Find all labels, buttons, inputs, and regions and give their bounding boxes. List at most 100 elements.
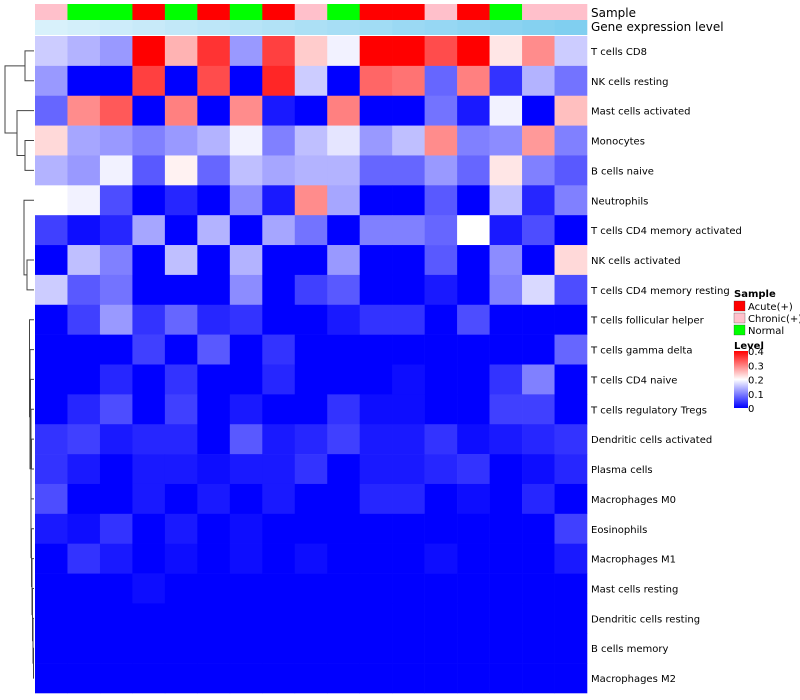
heatmap-cell: [457, 245, 490, 276]
heatmap-cell: [554, 663, 588, 694]
heatmap-cell: [457, 513, 490, 544]
heatmap-cell: [197, 95, 231, 126]
heatmap-cell: [229, 125, 263, 156]
expression-annotation-cell: [132, 20, 166, 35]
heatmap-cell: [229, 663, 263, 694]
row-label: NK cells resting: [591, 77, 668, 88]
heatmap-cell: [99, 155, 133, 186]
heatmap-cell: [327, 394, 361, 425]
heatmap-cell: [67, 603, 101, 634]
heatmap-cell: [164, 663, 198, 694]
heatmap-cell: [424, 364, 458, 395]
heatmap-cell: [229, 454, 263, 485]
heatmap-cell: [99, 573, 133, 604]
heatmap-cell: [522, 125, 555, 156]
heatmap-cell: [327, 513, 361, 544]
heatmap-cell: [392, 304, 425, 335]
heatmap-cell: [392, 95, 425, 126]
heatmap-cell: [262, 454, 296, 485]
heatmap-cell: [229, 633, 263, 664]
heatmap-cell: [229, 483, 263, 515]
heatmap-cell: [489, 95, 523, 126]
heatmap-cell: [554, 36, 588, 67]
heatmap-cell: [489, 633, 523, 664]
sample-annotation-cell: [392, 4, 425, 20]
heatmap-cell: [554, 424, 588, 455]
expression-annotation-cell: [457, 20, 490, 35]
legend-sample-title: Sample: [734, 289, 776, 300]
heatmap-cell: [67, 95, 101, 126]
heatmap-cell: [424, 65, 458, 97]
heatmap-cell: [359, 304, 393, 335]
heatmap-cell: [522, 424, 555, 455]
heatmap-cell: [132, 364, 166, 395]
heatmap-cell: [327, 543, 361, 574]
expression-annotation-cell: [262, 20, 296, 35]
heatmap-cell: [392, 155, 425, 186]
heatmap-cell: [164, 274, 198, 306]
row-label: Plasma cells: [591, 465, 653, 476]
heatmap-cell: [262, 215, 296, 246]
heatmap-cell: [197, 603, 231, 634]
heatmap-cell: [424, 603, 458, 634]
row-label: T cells CD8: [590, 47, 647, 58]
heatmap-cell: [99, 663, 133, 694]
heatmap-cell: [327, 454, 361, 485]
heatmap-cell: [522, 543, 555, 574]
heatmap-cell: [359, 95, 393, 126]
heatmap-cell: [554, 304, 588, 335]
heatmap-cell: [35, 364, 68, 395]
heatmap-cell: [164, 36, 198, 67]
heatmap-cell: [424, 125, 458, 156]
heatmap-cell: [197, 36, 231, 67]
heatmap-cell: [197, 364, 231, 395]
heatmap-cell: [327, 274, 361, 306]
row-label: Monocytes: [591, 137, 645, 148]
heatmap-cell: [457, 215, 490, 246]
heatmap-cell: [522, 185, 555, 216]
heatmap-cell: [67, 274, 101, 306]
heatmap-cell: [99, 603, 133, 634]
heatmap-cell: [457, 543, 490, 574]
heatmap-cell: [197, 65, 231, 97]
row-label: Macrophages M1: [591, 555, 676, 566]
heatmap-cell: [164, 633, 198, 664]
dendrogram-branch: [4, 65, 25, 134]
heatmap-cell: [197, 215, 231, 246]
heatmap-cell: [489, 603, 523, 634]
legend-sample-label: Normal: [748, 326, 784, 337]
heatmap-cell: [489, 454, 523, 485]
sample-annotation-cell: [359, 4, 393, 20]
heatmap-cell: [457, 95, 490, 126]
row-label: Mast cells resting: [591, 584, 678, 595]
heatmap-cell: [294, 364, 328, 395]
heatmap-cell: [132, 424, 166, 455]
heatmap-cell: [262, 424, 296, 455]
sample-annotation-cell: [327, 4, 361, 20]
heatmap-cell: [132, 334, 166, 365]
heatmap-cell: [294, 663, 328, 694]
heatmap-cell: [554, 603, 588, 634]
heatmap-cell: [457, 603, 490, 634]
heatmap-cell: [132, 215, 166, 246]
heatmap-cell: [229, 215, 263, 246]
heatmap-cell: [132, 304, 166, 335]
legend-level-tick: 0.4: [748, 347, 764, 358]
sample-annotation-cell: [197, 4, 231, 20]
heatmap-cell: [392, 424, 425, 455]
heatmap-cell: [489, 125, 523, 156]
heatmap-cell: [424, 573, 458, 604]
heatmap-cell: [489, 185, 523, 216]
row-label: T cells CD4 naive: [590, 375, 677, 386]
heatmap-cell: [392, 274, 425, 306]
heatmap-cell: [294, 274, 328, 306]
heatmap-cell: [457, 573, 490, 604]
heatmap-cell: [359, 573, 393, 604]
heatmap-cell: [99, 95, 133, 126]
heatmap-cell: [522, 454, 555, 485]
heatmap-cell: [489, 334, 523, 365]
dendrogram-branch: [33, 647, 34, 679]
legend-level-title: Level: [734, 341, 764, 352]
heatmap-cell: [522, 663, 555, 694]
legend-level-colorbar: [734, 351, 748, 408]
